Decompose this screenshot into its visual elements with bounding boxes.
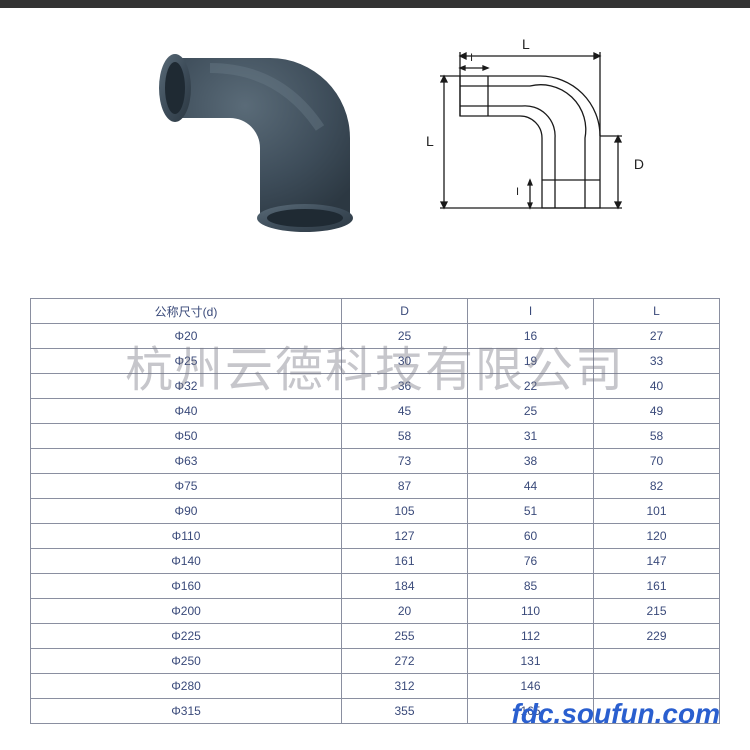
table-cell: [594, 674, 720, 699]
table-cell: 87: [342, 474, 468, 499]
table-cell: 30: [342, 349, 468, 374]
table-cell: 45: [342, 399, 468, 424]
table-cell: 161: [594, 574, 720, 599]
table-cell: 25: [342, 324, 468, 349]
table-row: Φ20020110215: [31, 599, 720, 624]
table-cell: 44: [468, 474, 594, 499]
table-cell: 112: [468, 624, 594, 649]
table-row: Φ20251627: [31, 324, 720, 349]
table-cell: 27: [594, 324, 720, 349]
table-cell: Φ40: [31, 399, 342, 424]
table-cell: 272: [342, 649, 468, 674]
table-cell: 40: [594, 374, 720, 399]
source-url: fdc.soufun.com: [512, 698, 720, 730]
table-cell: 70: [594, 449, 720, 474]
table-cell: 58: [594, 424, 720, 449]
table-cell: 49: [594, 399, 720, 424]
table-cell: 131: [468, 649, 594, 674]
table-cell: Φ90: [31, 499, 342, 524]
table-row: Φ32362240: [31, 374, 720, 399]
table-row: Φ40452549: [31, 399, 720, 424]
table-row: Φ250272131: [31, 649, 720, 674]
table-cell: 215: [594, 599, 720, 624]
table-cell: Φ25: [31, 349, 342, 374]
table-cell: 38: [468, 449, 594, 474]
table-row: Φ9010551101: [31, 499, 720, 524]
table-cell: 146: [468, 674, 594, 699]
table-header: 公称尺寸(d): [31, 299, 342, 324]
dim-label-L-left: L: [426, 133, 434, 149]
table-cell: 51: [468, 499, 594, 524]
dim-label-I-top: I: [470, 52, 473, 64]
table-cell: 120: [594, 524, 720, 549]
table-cell: Φ32: [31, 374, 342, 399]
table-cell: Φ50: [31, 424, 342, 449]
table-cell: 127: [342, 524, 468, 549]
table-cell: 25: [468, 399, 594, 424]
table-cell: 73: [342, 449, 468, 474]
table-cell: Φ110: [31, 524, 342, 549]
table-row: Φ16018485161: [31, 574, 720, 599]
dim-label-D: D: [634, 156, 644, 172]
table-header: D: [342, 299, 468, 324]
table-cell: 19: [468, 349, 594, 374]
table-cell: 82: [594, 474, 720, 499]
table-row: Φ11012760120: [31, 524, 720, 549]
table-cell: Φ315: [31, 699, 342, 724]
table-header-row: 公称尺寸(d) D I L: [31, 299, 720, 324]
table-cell: 161: [342, 549, 468, 574]
table-header: I: [468, 299, 594, 324]
table-cell: 31: [468, 424, 594, 449]
table-row: Φ14016176147: [31, 549, 720, 574]
table-cell: 110: [468, 599, 594, 624]
table-cell: 255: [342, 624, 468, 649]
table-row: Φ50583158: [31, 424, 720, 449]
table-cell: Φ75: [31, 474, 342, 499]
spec-table: 公称尺寸(d) D I L Φ20251627Φ25301933Φ3236224…: [30, 298, 720, 724]
table-cell: Φ280: [31, 674, 342, 699]
table-cell: Φ225: [31, 624, 342, 649]
table-cell: 58: [342, 424, 468, 449]
dim-label-L-top: L: [522, 36, 530, 52]
table-header: L: [594, 299, 720, 324]
table-cell: 355: [342, 699, 468, 724]
dim-label-I-bottom: I: [516, 186, 519, 198]
table-cell: 101: [594, 499, 720, 524]
table-cell: 36: [342, 374, 468, 399]
table-cell: [594, 649, 720, 674]
table-cell: 105: [342, 499, 468, 524]
product-photo: [120, 28, 380, 258]
table-cell: Φ250: [31, 649, 342, 674]
table-row: Φ63733870: [31, 449, 720, 474]
technical-drawing: L I D L I: [430, 38, 630, 228]
table-cell: 22: [468, 374, 594, 399]
table-cell: 16: [468, 324, 594, 349]
table-cell: Φ63: [31, 449, 342, 474]
table-cell: Φ200: [31, 599, 342, 624]
table-cell: 312: [342, 674, 468, 699]
table-cell: 20: [342, 599, 468, 624]
table-cell: 60: [468, 524, 594, 549]
table-row: Φ25301933: [31, 349, 720, 374]
table-cell: Φ140: [31, 549, 342, 574]
figure-area: L I D L I: [0, 8, 750, 298]
table-row: Φ225255112229: [31, 624, 720, 649]
table-row: Φ75874482: [31, 474, 720, 499]
top-strip: [0, 0, 750, 8]
table-cell: 147: [594, 549, 720, 574]
table-cell: 184: [342, 574, 468, 599]
table-cell: 33: [594, 349, 720, 374]
table-cell: 229: [594, 624, 720, 649]
table-cell: 76: [468, 549, 594, 574]
table-row: Φ280312146: [31, 674, 720, 699]
table-cell: 85: [468, 574, 594, 599]
table-cell: Φ160: [31, 574, 342, 599]
table-cell: Φ20: [31, 324, 342, 349]
